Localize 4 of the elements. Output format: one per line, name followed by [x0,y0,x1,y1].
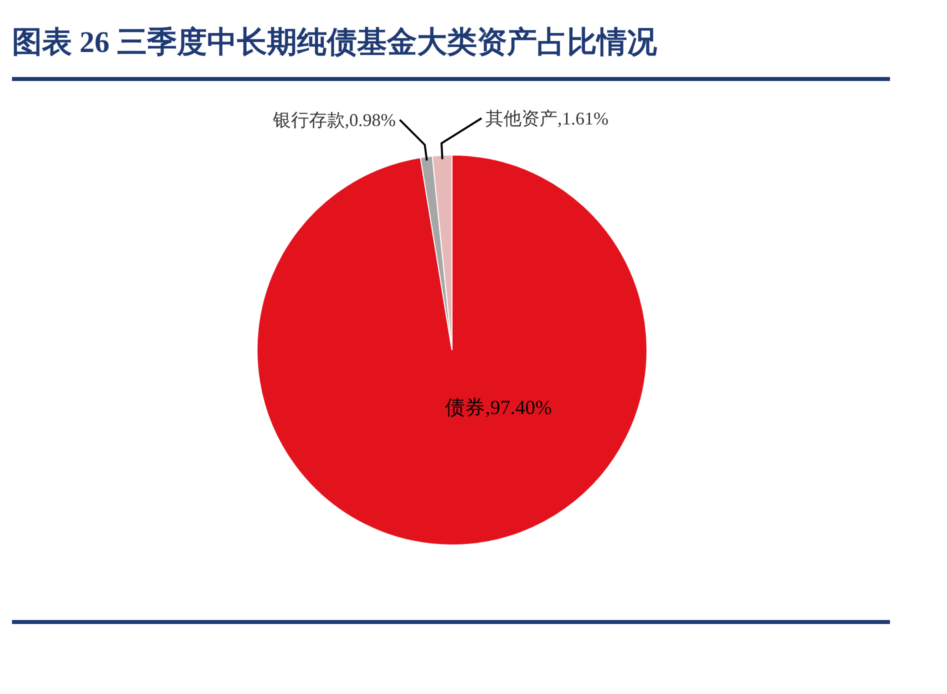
slice-label: 银行存款,0.98% [272,110,396,130]
chart-title: 图表 26 三季度中长期纯债基金大类资产占比情况 [12,25,658,59]
slice-label: 债券,97.40% [445,397,552,420]
slice-label: 其他资产,1.61% [486,108,609,128]
